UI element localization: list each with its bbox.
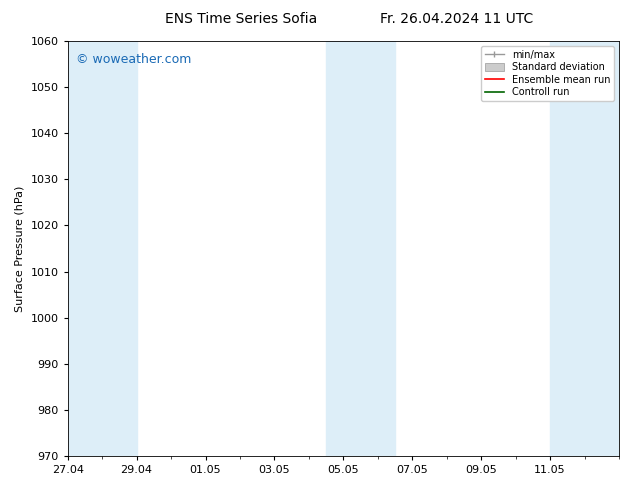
Bar: [102, 41, 136, 456]
Legend: min/max, Standard deviation, Ensemble mean run, Controll run: min/max, Standard deviation, Ensemble me…: [481, 46, 614, 101]
Bar: [326, 41, 361, 456]
Bar: [361, 41, 395, 456]
Y-axis label: Surface Pressure (hPa): Surface Pressure (hPa): [15, 185, 25, 312]
Bar: [68, 41, 102, 456]
Text: ENS Time Series Sofia: ENS Time Series Sofia: [165, 12, 317, 26]
Text: © woweather.com: © woweather.com: [76, 53, 191, 67]
Bar: [550, 41, 619, 456]
Text: Fr. 26.04.2024 11 UTC: Fr. 26.04.2024 11 UTC: [380, 12, 533, 26]
